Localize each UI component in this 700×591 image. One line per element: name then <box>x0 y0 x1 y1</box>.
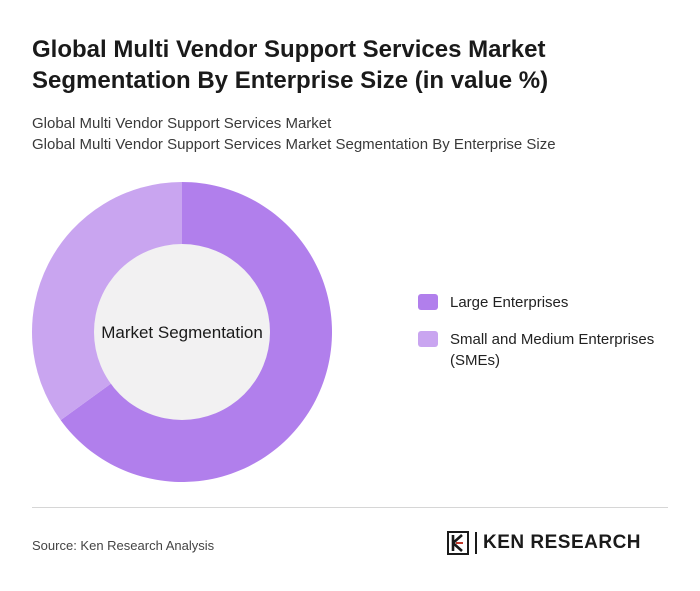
ken-research-logo: KEN RESEARCH <box>447 531 641 555</box>
donut-hole <box>94 244 270 420</box>
logo-separator <box>475 532 477 554</box>
footer-divider <box>32 507 668 508</box>
chart-title: Global Multi Vendor Support Services Mar… <box>32 36 549 94</box>
legend-label: Small and Medium Enterprises (SMEs) <box>450 331 655 369</box>
subtitle-line-1: Global Multi Vendor Support Services Mar… <box>32 115 332 132</box>
subtitle-line-2: Global Multi Vendor Support Services Mar… <box>32 136 556 153</box>
ken-research-logo-icon <box>447 531 469 555</box>
source-note: Source: Ken Research Analysis <box>32 538 215 553</box>
donut-center-label: Market Segmentation <box>101 323 263 342</box>
legend-label: Large Enterprises <box>450 294 569 311</box>
legend-item-large-enterprises: Large Enterprises <box>418 292 678 313</box>
donut-chart: Market Segmentation <box>31 182 333 482</box>
legend-item-smes: Small and Medium Enterprises (SMEs) <box>418 329 678 371</box>
logo-text: KEN RESEARCH <box>483 532 642 553</box>
legend-swatch <box>418 294 438 310</box>
legend-swatch <box>418 331 438 347</box>
chart-subtitle: Global Multi Vendor Support Services Mar… <box>32 113 672 155</box>
chart-legend: Large Enterprises Small and Medium Enter… <box>418 292 678 387</box>
